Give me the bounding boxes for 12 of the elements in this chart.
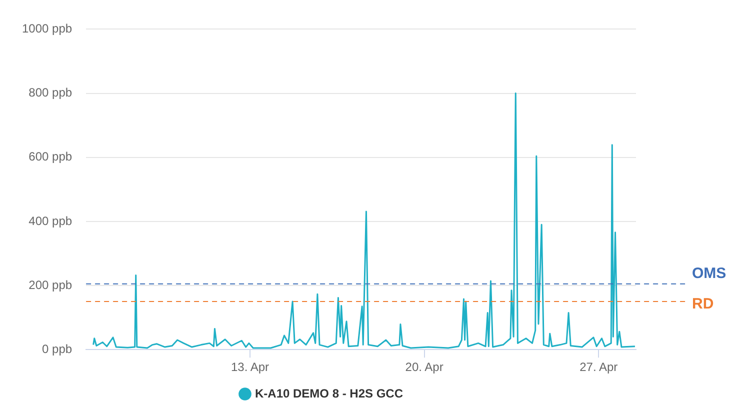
y-tick-label: 800 ppb	[28, 86, 72, 100]
x-tick-label: 20. Apr	[405, 360, 444, 374]
x-tick-label: 27. Apr	[580, 360, 618, 374]
y-tick-label: 0 ppb	[42, 342, 72, 356]
y-tick-label: 1000 ppb	[22, 22, 72, 36]
ref-line-label: RD	[692, 296, 714, 313]
legend-label: K-A10 DEMO 8 - H2S GCC	[254, 386, 404, 400]
y-tick-label: 400 ppb	[28, 214, 72, 228]
x-tick-label: 13. Apr	[230, 360, 270, 374]
y-tick-label: 200 ppb	[28, 278, 72, 292]
ref-line-label: OMS	[692, 265, 726, 282]
y-tick-label: 600 ppb	[28, 150, 72, 164]
